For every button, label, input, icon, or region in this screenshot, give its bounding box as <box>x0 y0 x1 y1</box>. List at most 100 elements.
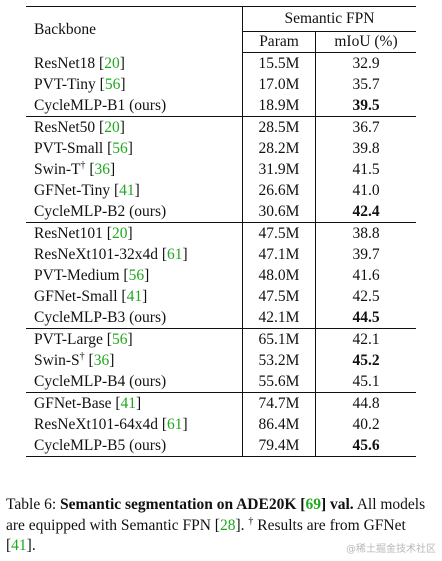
backbone-cell: CycleMLP-B4 (ours) <box>26 371 243 393</box>
param-cell: 65.1M <box>242 328 316 350</box>
backbone-cell: ResNet18 [20] <box>26 52 243 74</box>
param-cell: 42.1M <box>242 307 316 329</box>
backbone-name: ResNet101 <box>34 225 103 242</box>
citation-link[interactable]: 56 <box>111 331 128 348</box>
backbone-name: PVT-Small <box>34 140 104 157</box>
citation-link[interactable]: 36 <box>94 161 111 178</box>
table-row: ResNeXt101-32x4d [61] 47.1M 39.7 <box>26 244 416 265</box>
citation-link[interactable]: 20 <box>111 225 128 242</box>
table-row: ResNeXt101-64x4d [61] 86.4M 40.2 <box>26 414 416 435</box>
caption-ref-fpn[interactable]: 28 <box>219 516 236 534</box>
table-row: ResNet101 [20] 47.5M 38.8 <box>26 222 416 244</box>
miou-cell: 41.5 <box>352 161 380 178</box>
miou-cell: 42.5 <box>352 288 380 305</box>
caption-dagger: † <box>248 515 254 527</box>
param-cell: 53.2M <box>242 350 316 371</box>
table-row: CycleMLP-B1 (ours) 18.9M 39.5 <box>26 95 416 117</box>
backbone-cell: GFNet-Small [41] <box>26 286 243 307</box>
citation-link[interactable]: 56 <box>104 76 121 93</box>
citation-link[interactable]: 20 <box>104 119 120 136</box>
miou-cell: 32.9 <box>352 55 380 72</box>
backbone-cell: GFNet-Base [41] <box>26 392 243 414</box>
citation-link[interactable]: 61 <box>167 416 183 433</box>
table-row: CycleMLP-B4 (ours) 55.6M 45.1 <box>26 371 416 393</box>
param-cell: 79.4M <box>242 435 316 457</box>
backbone-cell: ResNet50 [20] <box>26 116 243 138</box>
citation-link[interactable]: 41 <box>119 182 135 199</box>
miou-cell: 45.2 <box>352 352 380 369</box>
backbone-name: Swin-T <box>34 161 81 178</box>
miou-cell: 40.2 <box>352 416 380 433</box>
backbone-name: CycleMLP-B5 (ours) <box>34 437 167 454</box>
backbone-name: GFNet-Small <box>34 288 118 305</box>
miou-cell: 42.1 <box>352 331 380 348</box>
results-table: Backbone Semantic FPN Param mIoU (%) Res… <box>26 6 416 457</box>
backbone-name: PVT-Large <box>34 331 103 348</box>
citation-link[interactable]: 56 <box>128 267 145 284</box>
results-table-container: Backbone Semantic FPN Param mIoU (%) Res… <box>26 6 416 457</box>
param-cell: 28.5M <box>242 116 316 138</box>
citation-link[interactable]: 41 <box>120 395 137 412</box>
caption-ref-ade20k[interactable]: 69 <box>305 496 321 513</box>
param-cell: 48.0M <box>242 265 316 286</box>
param-cell: 86.4M <box>242 414 316 435</box>
table-row: PVT-Medium [56] 48.0M 41.6 <box>26 265 416 286</box>
backbone-name: ResNeXt101-32x4d <box>34 246 158 263</box>
miou-cell: 39.5 <box>315 95 416 117</box>
header-backbone: Backbone <box>26 6 243 53</box>
table-row: PVT-Large [56] 65.1M 42.1 <box>26 328 416 350</box>
citation-link[interactable]: 56 <box>112 140 128 157</box>
backbone-name: PVT-Tiny <box>34 76 96 93</box>
table-row: PVT-Tiny [56] 17.0M 35.7 <box>26 74 416 95</box>
miou-cell: 38.8 <box>352 225 380 242</box>
citation-link[interactable]: 20 <box>104 54 120 72</box>
table-row: Swin-T† [36] 31.9M 41.5 <box>26 159 416 180</box>
param-cell: 18.9M <box>242 95 316 117</box>
table-row: CycleMLP-B5 (ours) 79.4M 45.6 <box>26 435 416 457</box>
header-row-sub: Param mIoU (%) <box>26 31 416 53</box>
backbone-cell: CycleMLP-B3 (ours) <box>26 307 243 329</box>
table-row: GFNet-Tiny [41] 26.6M 41.0 <box>26 180 416 201</box>
param-cell: 26.6M <box>242 180 316 201</box>
param-cell: 74.7M <box>242 392 316 414</box>
miou-cell: 35.7 <box>352 76 380 93</box>
citation-link[interactable]: 61 <box>167 246 183 263</box>
citation-link[interactable]: 36 <box>93 352 110 369</box>
param-cell: 17.0M <box>242 74 316 95</box>
param-cell: 47.5M <box>242 222 316 244</box>
backbone-name: CycleMLP-B1 (ours) <box>34 97 167 114</box>
table-row: Swin-S† [36] 53.2M 45.2 <box>26 350 416 371</box>
watermark: @稀土掘金技术社区 <box>346 544 436 555</box>
backbone-name: GFNet-Base <box>34 395 112 412</box>
miou-cell: 45.1 <box>315 371 416 393</box>
dagger-mark: † <box>79 350 85 362</box>
miou-cell: 42.4 <box>315 201 416 223</box>
backbone-cell: PVT-Medium [56] <box>26 265 243 286</box>
backbone-name: GFNet-Tiny <box>34 182 111 199</box>
citation-link[interactable]: 41 <box>126 288 143 305</box>
caption-bold-title: Semantic segmentation on ADE20K [69] val… <box>60 496 354 513</box>
table-row: CycleMLP-B2 (ours) 30.6M 42.4 <box>26 201 416 223</box>
backbone-cell: PVT-Tiny [56] <box>26 74 243 95</box>
miou-cell: 41.0 <box>352 182 380 199</box>
caption-label: Table 6: <box>6 496 61 513</box>
backbone-cell: Swin-T† [36] <box>26 159 243 180</box>
param-cell: 55.6M <box>242 371 316 393</box>
backbone-cell: Swin-S† [36] <box>26 350 243 371</box>
backbone-name: Swin-S <box>34 352 80 369</box>
table-row: ResNet18 [20] 15.5M 32.9 <box>26 52 416 74</box>
table-row: GFNet-Small [41] 47.5M 42.5 <box>26 286 416 307</box>
param-cell: 47.1M <box>242 244 316 265</box>
miou-cell: 39.7 <box>352 246 380 263</box>
dagger-mark: † <box>80 159 86 171</box>
caption-ref-gfnet[interactable]: 41 <box>11 537 27 554</box>
miou-cell: 44.5 <box>315 307 416 329</box>
miou-cell: 36.7 <box>352 119 380 136</box>
header-row-top: Backbone Semantic FPN <box>26 6 416 53</box>
param-cell: 30.6M <box>242 201 316 223</box>
backbone-cell: PVT-Small [56] <box>26 138 243 159</box>
miou-cell: 41.6 <box>352 267 380 284</box>
miou-cell: 39.8 <box>352 140 380 157</box>
miou-cell: 44.8 <box>352 395 380 412</box>
table-row: CycleMLP-B3 (ours) 42.1M 44.5 <box>26 307 416 329</box>
